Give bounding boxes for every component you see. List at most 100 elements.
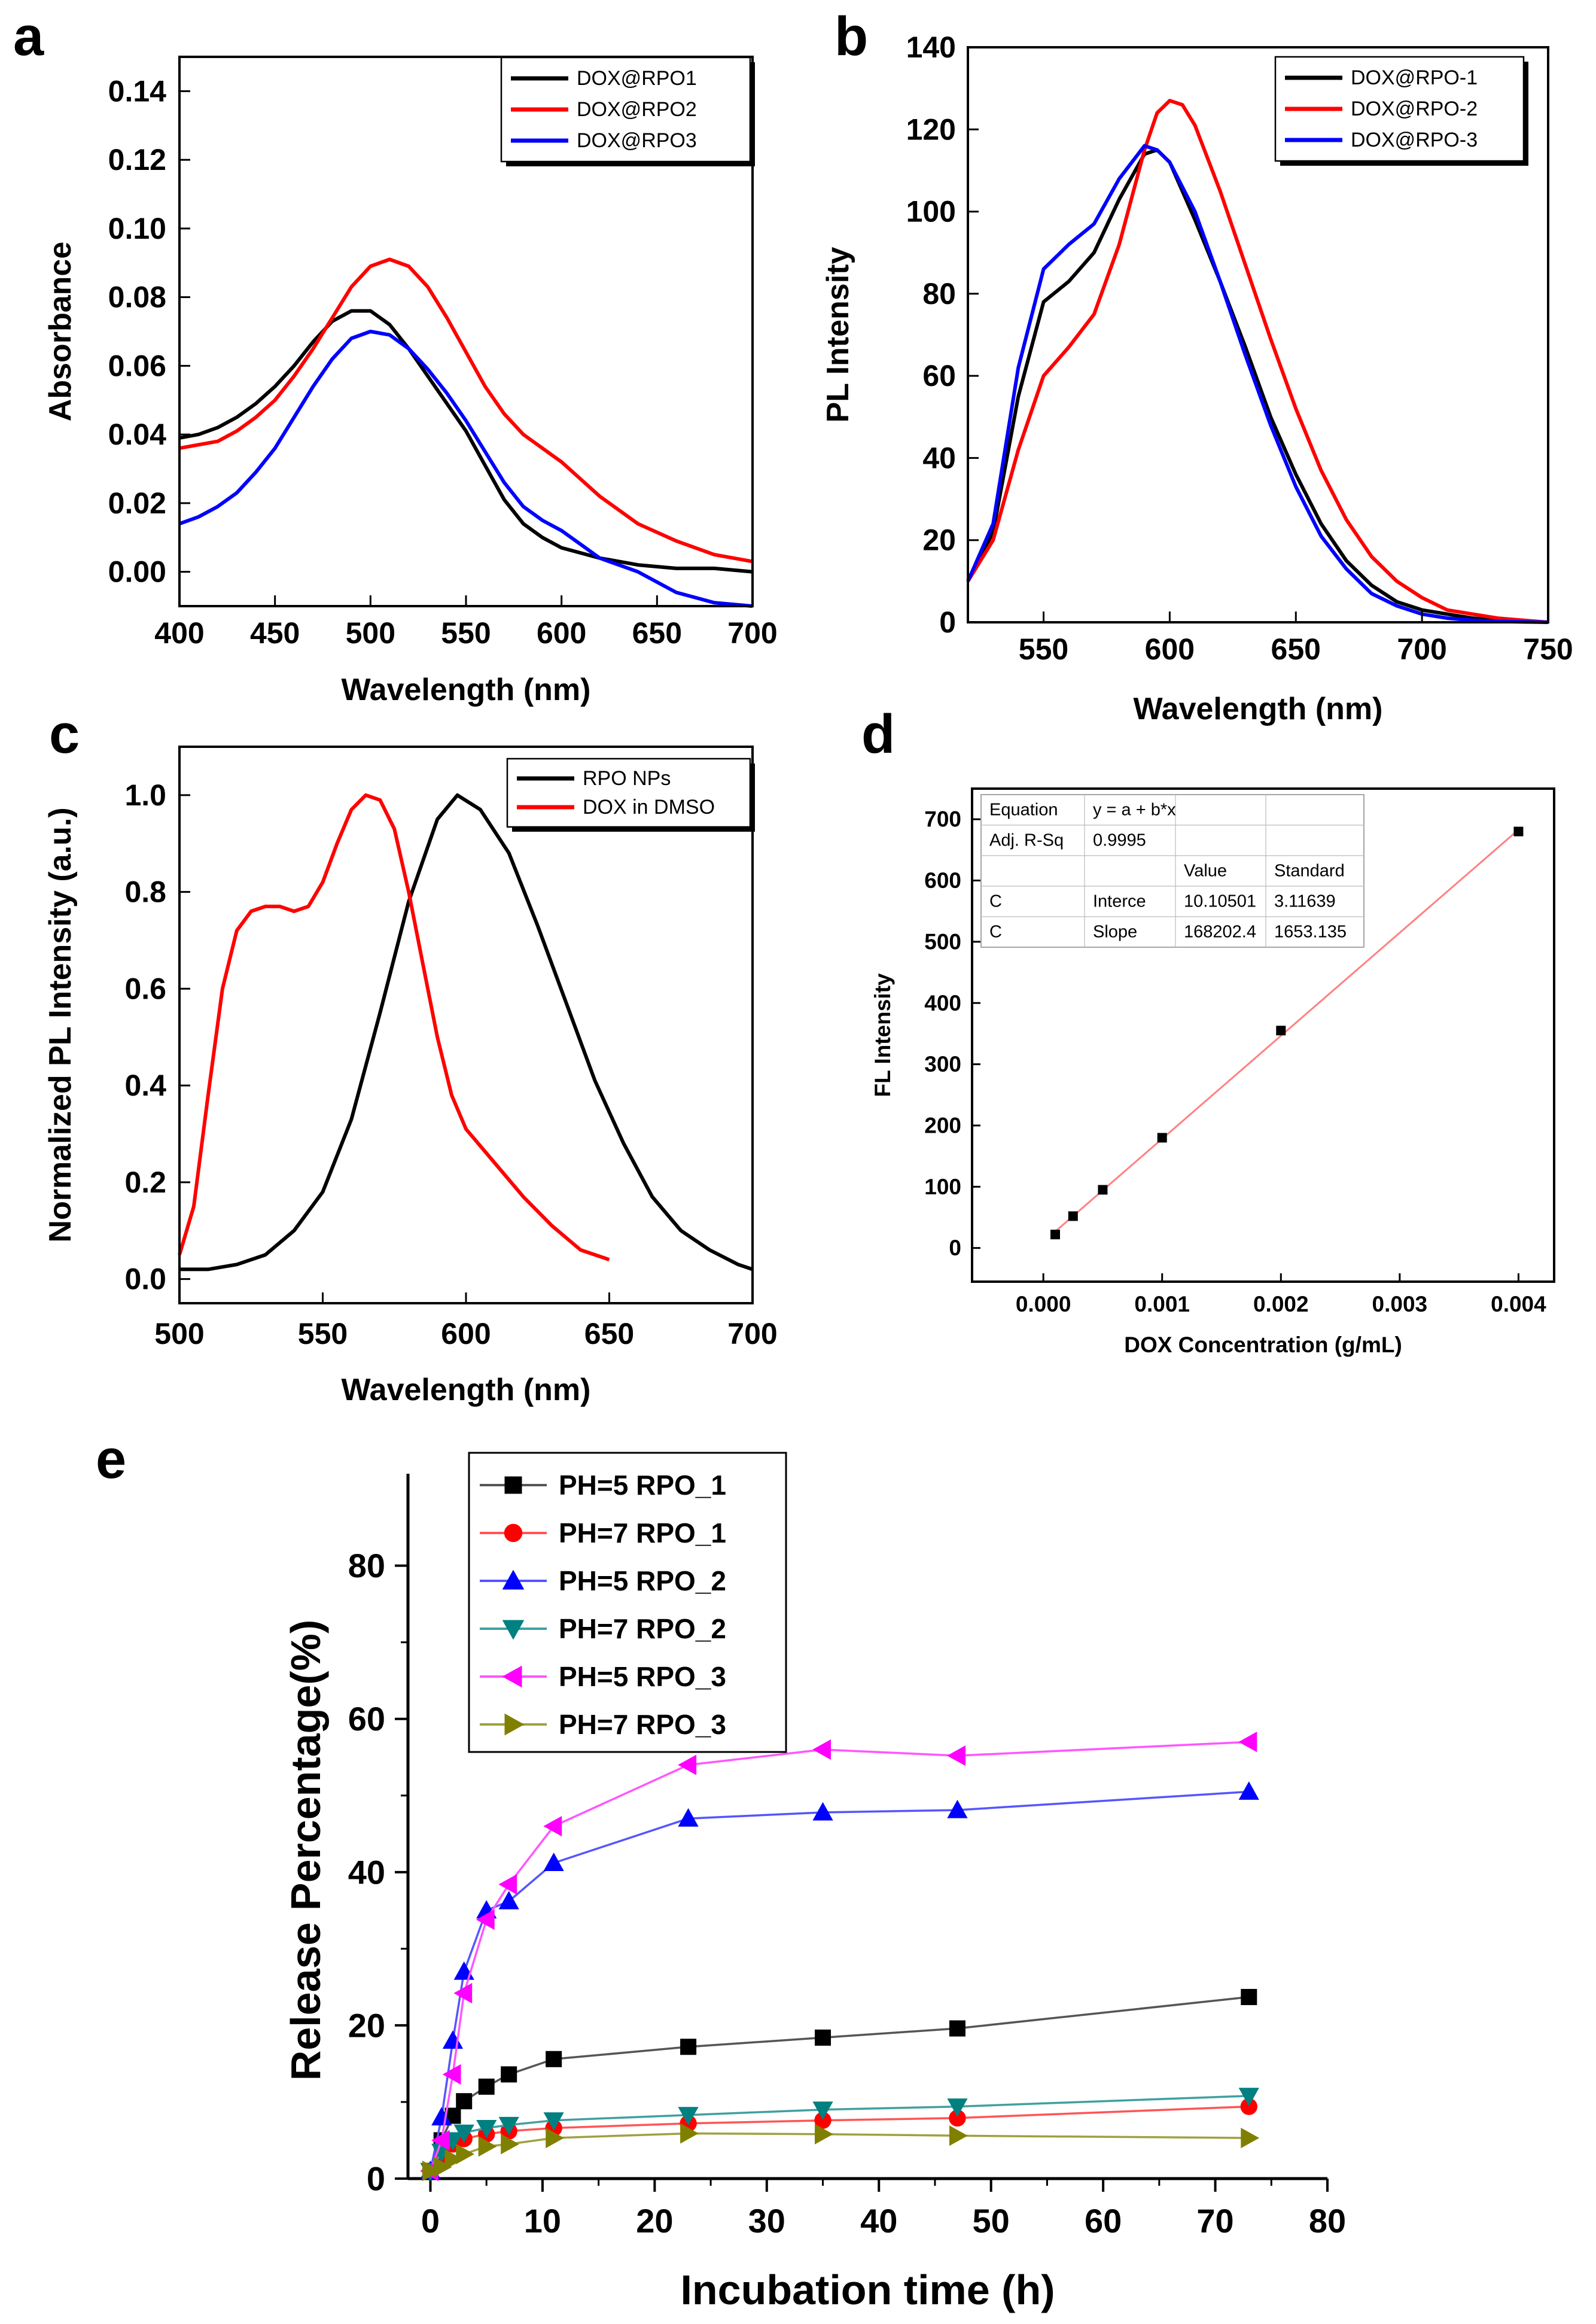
chart-e-series-4-point bbox=[498, 2116, 519, 2136]
chart-c-ytick-label: 0.4 bbox=[124, 1069, 166, 1102]
chart-e-series-3-point bbox=[947, 1799, 968, 1818]
chart-b-plot-frame bbox=[967, 46, 1549, 623]
chart-d-ytick-label: 300 bbox=[924, 1052, 961, 1076]
chart-e-legend-marker bbox=[502, 1665, 522, 1688]
chart-d-table-cell: Adj. R-Sq bbox=[989, 831, 1064, 850]
chart-e-series-4-point bbox=[1238, 2088, 1259, 2107]
chart-e-series-1-point bbox=[456, 2093, 473, 2110]
chart-b-ytick-label: 140 bbox=[906, 31, 956, 64]
panel-label-b: b bbox=[834, 6, 868, 67]
chart-b-ylabel: PL Intensity bbox=[821, 247, 855, 423]
chart-b-legend-label: DOX@RPO-1 bbox=[1351, 66, 1478, 89]
chart-b-xtick-label: 700 bbox=[1397, 632, 1446, 666]
chart-e-series-4-point bbox=[947, 2098, 968, 2117]
chart-a-xtick-label: 550 bbox=[441, 616, 491, 650]
chart-e-ytick-label: 20 bbox=[348, 2006, 385, 2044]
chart-e-series-4-point bbox=[678, 2107, 699, 2126]
chart-e-series-6-point bbox=[815, 2124, 833, 2144]
chart-e-legend bbox=[468, 1452, 787, 1753]
chart-c-xtick-label: 650 bbox=[584, 1317, 634, 1350]
chart-a-ytick-label: 0.02 bbox=[108, 486, 166, 520]
chart-e-xtick-label: 20 bbox=[636, 2202, 673, 2240]
chart-c-ytick-label: 0.6 bbox=[124, 972, 166, 1005]
chart-a-xlabel: Wavelength (nm) bbox=[342, 673, 591, 707]
chart-d-table-cell: Equation bbox=[989, 801, 1058, 820]
chart-c-ytick-label: 0.0 bbox=[124, 1263, 166, 1296]
chart-e-series-6-point bbox=[444, 2149, 464, 2170]
chart-e-series-5-point bbox=[498, 1874, 517, 1895]
chart-e-series-6-point bbox=[1241, 2128, 1260, 2149]
chart-d-fit-line bbox=[1055, 829, 1519, 1233]
chart-c-ytick-label: 0.2 bbox=[124, 1166, 166, 1199]
chart-a-xtick-label: 400 bbox=[154, 616, 204, 650]
chart-d-table-cell: C bbox=[989, 892, 1002, 911]
chart-e-series-6-point bbox=[478, 2136, 497, 2157]
chart-b-xlabel: Wavelength (nm) bbox=[1134, 692, 1383, 726]
chart-e-series-6-point bbox=[422, 2161, 441, 2182]
chart-b-legend-label: DOX@RPO-2 bbox=[1351, 98, 1478, 120]
chart-a-ytick-label: 0.00 bbox=[108, 555, 166, 589]
chart-e-xtick-label: 80 bbox=[1309, 2202, 1346, 2240]
chart-e-series-5-point bbox=[476, 1909, 495, 1930]
chart-a-ytick-label: 0.14 bbox=[108, 74, 167, 108]
chart-b-legend-label: DOX@RPO-3 bbox=[1351, 129, 1478, 151]
chart-e-series-3-point bbox=[678, 1808, 699, 1827]
chart-e-series-5-point bbox=[442, 2064, 461, 2085]
chart-b-ytick-label: 0 bbox=[939, 606, 956, 639]
chart-e-legend-marker bbox=[502, 1569, 525, 1590]
chart-c-ytick-label: 1.0 bbox=[124, 778, 166, 812]
chart-a-legend-label: DOX@RPO1 bbox=[577, 67, 697, 90]
chart-d-xtick-label: 0.002 bbox=[1253, 1292, 1309, 1316]
chart-e-series-1-point bbox=[501, 2066, 517, 2083]
chart-b-xtick-label: 650 bbox=[1271, 632, 1321, 666]
chart-e-xtick-label: 40 bbox=[860, 2202, 897, 2240]
chart-e-series-4-point bbox=[812, 2101, 833, 2121]
chart-a-xtick-label: 450 bbox=[250, 616, 300, 650]
chart-c-xtick-label: 600 bbox=[441, 1317, 491, 1350]
panel-label-a: a bbox=[13, 6, 44, 67]
chart-d-table-cell: Interce bbox=[1093, 892, 1146, 911]
chart-d-xtick-label: 0.004 bbox=[1491, 1292, 1546, 1316]
chart-e-series-4-point bbox=[543, 2112, 564, 2131]
chart-c-xlabel: Wavelength (nm) bbox=[342, 1373, 591, 1407]
chart-c-ylabel: Normalized PL Intensity (a.u.) bbox=[43, 807, 78, 1242]
chart-e-ytick-label: 40 bbox=[348, 1853, 385, 1891]
chart-e-xtick-label: 60 bbox=[1085, 2202, 1122, 2240]
chart-b-ytick-label: 100 bbox=[906, 195, 956, 229]
chart-a-series-3-line bbox=[178, 330, 753, 608]
chart-e-series-3-point bbox=[1238, 1781, 1259, 1800]
chart-d-table-cell: Standard bbox=[1274, 862, 1345, 881]
chart-a-ytick-label: 0.12 bbox=[108, 143, 166, 177]
chart-d-point bbox=[1276, 1026, 1286, 1036]
chart-d-ytick-label: 600 bbox=[924, 868, 961, 893]
chart-b-xtick-label: 750 bbox=[1523, 632, 1573, 666]
chart-c-series-2-line bbox=[178, 793, 610, 1262]
chart-e-xtick-label: 50 bbox=[973, 2202, 1010, 2240]
chart-e-series-1-point bbox=[949, 2020, 965, 2037]
chart-e: 0 10 20 30 40 50 60 70 80 0 20 40 60 80 Incubation tim… bbox=[282, 1452, 1346, 2313]
chart-b-ytick-label: 80 bbox=[922, 277, 956, 311]
chart-e-series-1-point bbox=[478, 2078, 495, 2095]
chart-e-series-1-point bbox=[680, 2039, 697, 2055]
chart-d-point bbox=[1050, 1230, 1060, 1240]
chart-d-xlabel: DOX Concentration (g/mL) bbox=[1124, 1333, 1402, 1357]
chart-d-table-cell: Value bbox=[1184, 862, 1227, 881]
chart-b-ytick-label: 60 bbox=[922, 359, 956, 393]
chart-c-xtick-label: 700 bbox=[727, 1317, 777, 1350]
chart-d-point bbox=[1513, 826, 1524, 836]
chart-d-ytick-label: 500 bbox=[924, 929, 961, 954]
chart-d-fit-table bbox=[980, 794, 1364, 948]
chart-b-ytick-label: 40 bbox=[922, 441, 956, 474]
chart-d-xtick-label: 0.003 bbox=[1372, 1292, 1428, 1316]
chart-c-ytick-label: 0.8 bbox=[124, 875, 166, 909]
chart-e-legend-label: PH=5 RPO_3 bbox=[559, 1661, 726, 1692]
chart-a: 400 450 500 550 600 650 700 0.00 0.02 0.04 0.06 0.0… bbox=[43, 56, 778, 707]
chart-e-series-3-point bbox=[543, 1852, 564, 1871]
chart-d-table-cell: 3.11639 bbox=[1274, 892, 1336, 911]
chart-a-ytick-label: 0.04 bbox=[108, 418, 167, 451]
chart-b-ytick-label: 20 bbox=[922, 524, 956, 557]
chart-a-ytick-label: 0.08 bbox=[108, 281, 166, 314]
chart-d-table-cell: y = a + b*x bbox=[1093, 801, 1176, 820]
chart-e-legend-marker bbox=[502, 1620, 525, 1640]
